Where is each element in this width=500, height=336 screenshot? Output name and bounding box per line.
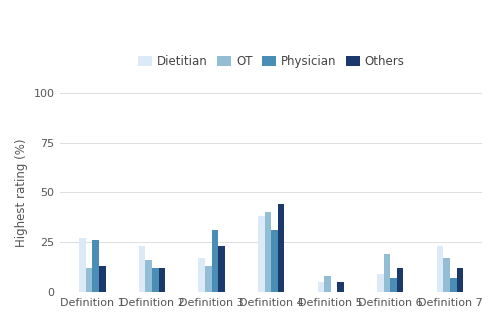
Bar [318, 282, 324, 292]
Bar [384, 254, 390, 292]
Bar [397, 268, 404, 292]
Bar [338, 282, 344, 292]
Bar [264, 212, 271, 292]
Bar [139, 246, 145, 292]
Bar [390, 278, 397, 292]
Bar [92, 240, 99, 292]
Bar [158, 268, 165, 292]
Bar [152, 268, 158, 292]
Bar [212, 230, 218, 292]
Bar [437, 246, 444, 292]
Bar [450, 278, 456, 292]
Bar [258, 216, 264, 292]
Bar [146, 260, 152, 292]
Bar [444, 258, 450, 292]
Y-axis label: Highest rating (%): Highest rating (%) [15, 138, 28, 247]
Bar [324, 276, 331, 292]
Bar [218, 246, 224, 292]
Legend: Dietitian, OT, Physician, Others: Dietitian, OT, Physician, Others [138, 55, 404, 68]
Bar [86, 268, 92, 292]
Bar [99, 266, 105, 292]
Bar [205, 266, 212, 292]
Bar [456, 268, 463, 292]
Bar [198, 258, 205, 292]
Bar [271, 230, 278, 292]
Bar [378, 274, 384, 292]
Bar [80, 238, 86, 292]
Bar [278, 204, 284, 292]
